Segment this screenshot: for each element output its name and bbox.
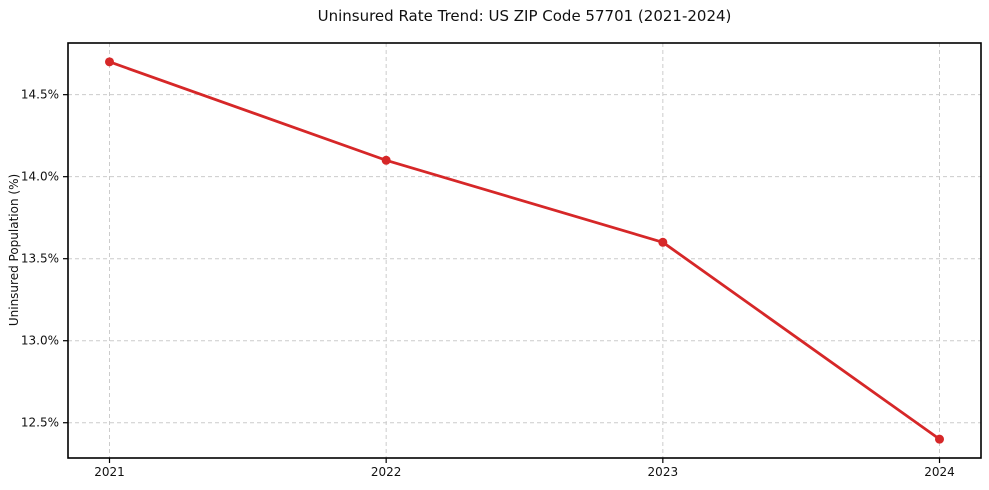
x-tick-label: 2022 [371,465,402,479]
data-point-marker [658,237,668,247]
y-tick-label: 13.5% [21,252,59,266]
data-point-marker [105,57,114,67]
plot-frame [67,42,982,459]
y-tick-label: 13.0% [21,334,59,348]
x-tick-label: 2023 [648,465,679,479]
y-tick-label: 14.0% [21,170,59,184]
data-point-marker [381,155,391,165]
chart-title: Uninsured Rate Trend: US ZIP Code 57701 … [317,7,732,25]
x-tick-label: 2024 [924,465,955,479]
y-tick-label: 14.5% [21,88,59,102]
trend-line [108,60,941,441]
data-point-marker [935,434,944,444]
y-tick-label: 12.5% [21,416,59,430]
x-tick-label: 2021 [94,465,125,479]
